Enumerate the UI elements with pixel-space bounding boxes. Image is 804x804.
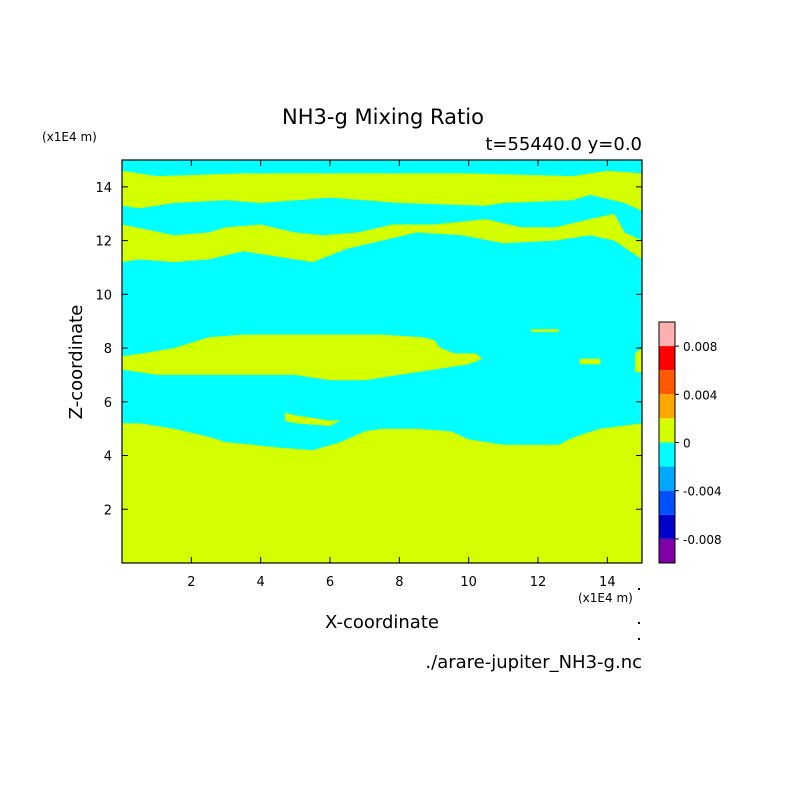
x-unit-label: (x1E4 m)	[578, 591, 633, 605]
plot-area	[122, 160, 642, 563]
chart-subtitle: t=55440.0 y=0.0	[485, 134, 642, 155]
y-tick-label: 4	[104, 450, 112, 465]
colorbar-tick-label: 0.008	[683, 340, 717, 354]
contour-region-0	[122, 423, 642, 563]
x-tick-label: 2	[187, 575, 195, 590]
colorbar-level	[659, 538, 675, 563]
chart-title: NH3-g Mixing Ratio	[282, 105, 484, 129]
x-tick-label: 8	[395, 575, 403, 590]
y-tick-label: 6	[104, 396, 112, 411]
x-tick-label: 12	[530, 575, 547, 590]
plot-frame	[121, 159, 643, 564]
colorbar-level	[659, 442, 675, 467]
contour-region-7	[122, 170, 642, 211]
colorbar-level	[659, 490, 675, 515]
x-tick-label: 6	[326, 575, 334, 590]
x-tick-label: 4	[257, 575, 265, 590]
contour-region-4	[579, 358, 601, 365]
colorbar-level	[659, 322, 675, 347]
colorbar-level	[659, 514, 675, 539]
colorbar-tick-label: -0.004	[683, 485, 722, 499]
contour-region-2	[122, 334, 483, 381]
contour-region-5	[635, 348, 642, 373]
colorbar-level	[659, 466, 675, 491]
contour-region-6	[122, 213, 642, 263]
colorbar-level	[659, 346, 675, 371]
colorbar-tick-label: 0	[683, 437, 691, 451]
y-tick-label: 8	[104, 342, 112, 357]
y-unit-label: (x1E4 m)	[42, 130, 97, 144]
y-tick-label: 14	[95, 181, 112, 196]
colorbar-tick-label: 0.004	[683, 388, 717, 402]
x-tick-label: 10	[460, 575, 477, 590]
corner-dots	[638, 588, 640, 640]
colorbar-level	[659, 394, 675, 419]
x-tick-label: 14	[599, 575, 616, 590]
colorbar: 0.008 0.004 0 -0.004 -0.008	[658, 321, 722, 564]
axes: 2 4 6 8 10 12 14 2 4 6 8 10 12 14	[95, 159, 643, 590]
contour-region-3	[531, 329, 559, 332]
y-tick-label: 12	[95, 235, 112, 250]
source-filename: ./arare-jupiter_NH3-g.nc	[425, 652, 642, 673]
colorbar-level	[659, 418, 675, 443]
x-axis-label: X-coordinate	[325, 612, 439, 633]
contour-region-1	[284, 412, 341, 426]
colorbar-tick-label: -0.008	[683, 533, 722, 547]
y-tick-label: 10	[95, 288, 112, 303]
y-tick-label: 2	[104, 503, 112, 518]
colorbar-level	[659, 370, 675, 395]
y-axis-label: Z-coordinate	[66, 305, 87, 420]
